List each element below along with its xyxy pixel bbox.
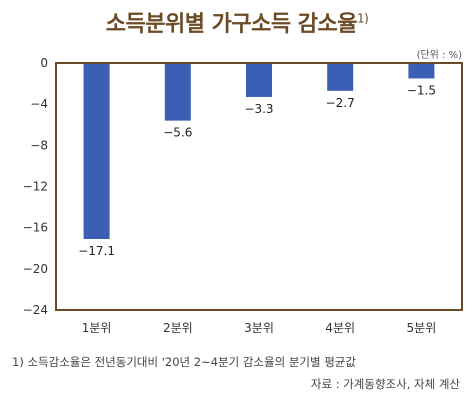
title-text: 소득분위별 가구소득 감소율 <box>105 12 358 37</box>
bar-1 <box>83 63 110 239</box>
bar-3 <box>246 63 272 97</box>
x-tick-label: 3분위 <box>244 321 274 335</box>
x-tick-label: 2분위 <box>163 321 193 335</box>
y-tick-label: −16 <box>23 221 48 235</box>
bar-5 <box>408 63 435 79</box>
bar-4 <box>327 63 354 91</box>
y-tick-label: −20 <box>23 262 48 276</box>
bar-group: −17.1 −5.6 −3.3 −2.7 −1.5 <box>78 63 436 258</box>
x-tick-label: 1분위 <box>82 321 112 335</box>
y-axis: 0 −4 −8 −12 −16 −20 −24 <box>23 56 48 317</box>
unit-label: (단위 : %) <box>416 50 462 61</box>
y-tick-label: −24 <box>23 303 48 317</box>
y-tick-label: 0 <box>40 56 48 70</box>
data-label: −1.5 <box>407 83 436 97</box>
y-tick-label: −12 <box>23 180 48 194</box>
y-tick-label: −8 <box>30 138 48 152</box>
source-note: 자료 : 가계동향조사, 자체 계산 <box>310 377 460 391</box>
plot-frame <box>55 62 463 311</box>
chart-title: 소득분위별 가구소득 감소율1) <box>0 6 474 38</box>
bar-2 <box>164 63 191 121</box>
y-tick-label: −4 <box>30 97 48 111</box>
data-label: −17.1 <box>78 244 115 258</box>
title-footnote-marker: 1) <box>356 11 369 26</box>
footnote: 1) 소득감소율은 전년동기대비 '20년 2~4분기 감소율의 분기별 평균값 <box>12 355 356 369</box>
x-tick-label: 5분위 <box>407 321 437 335</box>
x-tick-label: 4분위 <box>325 321 355 335</box>
x-axis: 1분위 2분위 3분위 4분위 5분위 <box>82 321 437 335</box>
data-label: −5.6 <box>163 126 192 140</box>
data-label: −3.3 <box>244 102 273 116</box>
data-label: −2.7 <box>326 96 355 110</box>
